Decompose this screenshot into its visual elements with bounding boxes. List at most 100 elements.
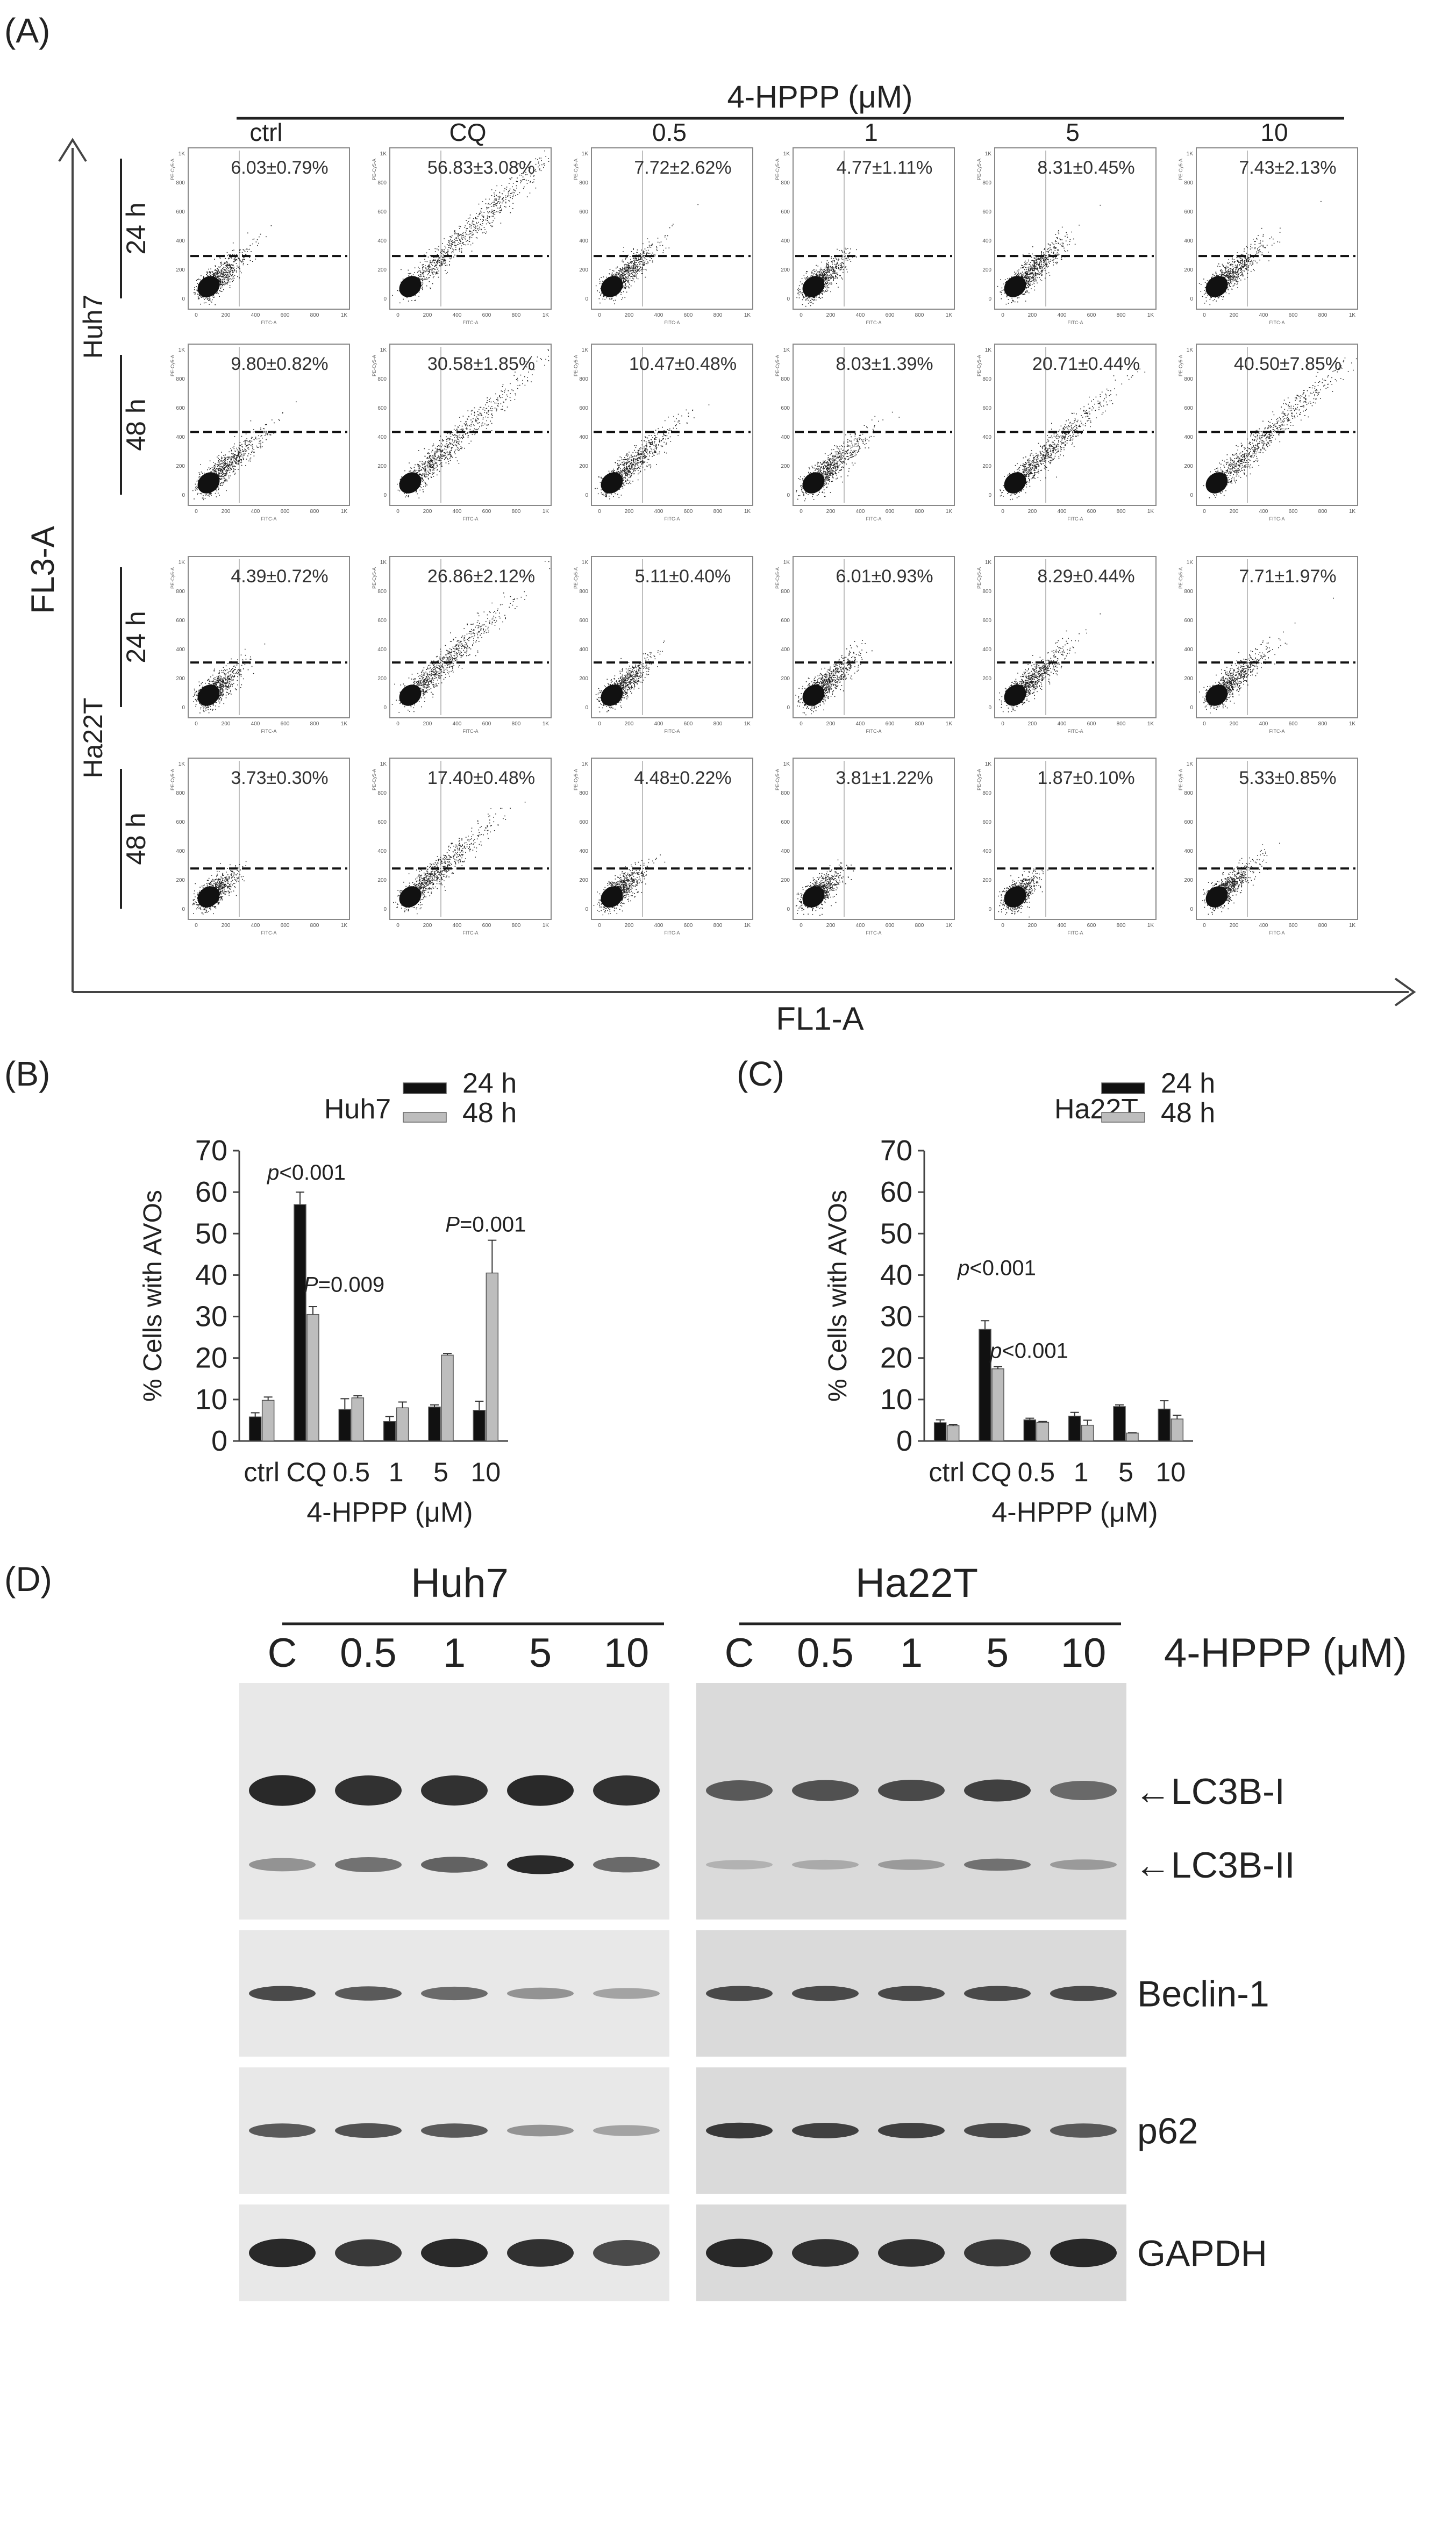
blot-lane-label: C xyxy=(268,1630,297,1676)
flow-x-tick: 0 xyxy=(396,509,399,515)
flow-plot: 0 200 400 600 800 1K 0 200 400 600 800 1K FITC-A PE-C… xyxy=(573,344,753,522)
flow-x-tick: 800 xyxy=(1117,721,1126,727)
blot-band xyxy=(421,1857,488,1873)
flow-y-label: PE-Cy5-A xyxy=(170,355,175,376)
flow-x-tick: 600 xyxy=(1289,923,1298,929)
chart-bar xyxy=(1036,1422,1050,1442)
flow-x-label: FITC-A xyxy=(261,930,277,936)
flow-x-tick: 800 xyxy=(512,509,521,515)
flow-x-tick: 400 xyxy=(654,923,663,929)
flow-percentage: 30.58±1.85% xyxy=(427,354,535,374)
annotation-value: =0.009 xyxy=(318,1273,384,1296)
flow-y-tick: 400 xyxy=(176,647,185,653)
flow-y-tick: 600 xyxy=(377,209,387,215)
flow-plot: 0 200 400 600 800 1K 0 200 400 600 800 1K FITC-A PE-C… xyxy=(170,147,350,325)
blot-label-lc3b-i: ←LC3B-I xyxy=(1134,1771,1285,1812)
flow-percentage: 6.03±0.79% xyxy=(231,158,328,178)
flow-x-tick: 600 xyxy=(482,721,491,727)
flow-y-tick: 400 xyxy=(377,434,387,440)
flow-plot: 0 200 400 600 800 1K 0 200 400 600 800 1K FITC-A PE-C… xyxy=(976,556,1157,734)
flow-x-label: FITC-A xyxy=(1068,320,1083,325)
chart-bar xyxy=(428,1406,441,1442)
flow-event-core xyxy=(1205,276,1228,297)
chart-category-label: 5 xyxy=(1118,1457,1133,1487)
flow-y-label: PE-Cy5-A xyxy=(1178,159,1183,180)
flow-y-label: PE-Cy5-A xyxy=(976,567,982,589)
flow-x-tick: 800 xyxy=(310,923,319,929)
flow-x-tick: 400 xyxy=(856,312,865,318)
flow-y-tick: 600 xyxy=(1184,405,1193,411)
flow-x-tick: 0 xyxy=(1001,509,1004,515)
blot-band xyxy=(593,1988,660,1999)
flow-events xyxy=(1199,597,1334,714)
chart-y-tick-label: 60 xyxy=(195,1176,227,1208)
chart-bar xyxy=(1023,1419,1037,1442)
flow-event-core xyxy=(197,472,220,494)
flow-y-tick: 0 xyxy=(988,907,991,912)
chart-category-label: 1 xyxy=(1074,1457,1089,1487)
chart-bar xyxy=(351,1397,365,1442)
flow-x-tick: 200 xyxy=(222,721,231,727)
blot-band xyxy=(593,1857,660,1873)
flow-x-tick: 0 xyxy=(1203,923,1206,929)
flow-percentage: 1.87±0.10% xyxy=(1037,768,1134,788)
blot-band xyxy=(249,2238,316,2267)
flow-x-tick: 400 xyxy=(856,721,865,727)
flow-x-tick: 600 xyxy=(281,509,290,515)
flow-y-label: PE-Cy5-A xyxy=(573,355,579,376)
flow-y-tick: 800 xyxy=(579,180,588,186)
flow-y-tick: 1K xyxy=(985,151,992,157)
blot-cell-line-label: Ha22T xyxy=(855,1560,978,1606)
flow-y-tick: 600 xyxy=(579,618,588,624)
flow-y-tick: 600 xyxy=(1184,209,1193,215)
flow-y-tick: 0 xyxy=(988,296,991,302)
flow-x-tick: 200 xyxy=(826,721,836,727)
huh7-avo-chart-container: 0 10 20 30 40 50 60 70 % Cells with AVOs 4-HPPP (… xyxy=(0,1054,728,1528)
blot-cell-line-label: Huh7 xyxy=(411,1560,509,1606)
blot-band xyxy=(706,2238,773,2267)
cell-line-label: Ha22T xyxy=(78,697,108,778)
flow-x-label: FITC-A xyxy=(866,320,882,325)
flow-y-tick: 200 xyxy=(781,877,790,883)
flow-y-tick: 400 xyxy=(377,848,387,854)
blot-lane-label: 0.5 xyxy=(797,1630,854,1676)
flow-y-tick: 200 xyxy=(781,463,790,469)
flow-y-tick: 200 xyxy=(176,676,185,682)
flow-x-tick: 1K xyxy=(946,509,953,515)
flow-y-tick: 400 xyxy=(1184,434,1193,440)
flow-y-tick: 200 xyxy=(579,676,588,682)
chart-y-title: % Cells with AVOs xyxy=(824,1190,852,1402)
flow-y-tick: 1K xyxy=(380,560,387,566)
flow-y-tick: 800 xyxy=(781,589,790,595)
flow-y-tick: 200 xyxy=(579,463,588,469)
legend-label: 24 h xyxy=(462,1068,517,1099)
blot-band xyxy=(507,2239,574,2267)
blot-protein-label: Beclin-1 xyxy=(1137,1974,1269,2015)
flow-x-tick: 200 xyxy=(423,923,432,929)
condition-label: CQ xyxy=(449,118,487,146)
blot-band xyxy=(964,2123,1031,2138)
blot-band xyxy=(249,1986,316,2001)
flow-x-tick: 200 xyxy=(1230,923,1239,929)
condition-label: ctrl xyxy=(249,118,282,146)
chart-category-label: 5 xyxy=(433,1457,448,1487)
chart-y-tick-label: 30 xyxy=(880,1301,912,1333)
flow-y-tick: 200 xyxy=(377,877,387,883)
flow-x-tick: 1K xyxy=(1349,721,1356,727)
flow-x-tick: 200 xyxy=(222,923,231,929)
flow-y-tick: 0 xyxy=(182,907,185,912)
flow-y-tick: 800 xyxy=(176,790,185,796)
flow-y-tick: 200 xyxy=(176,877,185,883)
flow-x-label: FITC-A xyxy=(463,930,479,936)
flow-y-tick: 200 xyxy=(781,267,790,273)
blot-protein-label: GAPDH xyxy=(1137,2233,1267,2274)
blot-band xyxy=(964,2239,1031,2267)
flow-event-core xyxy=(802,472,825,494)
flow-x-tick: 1K xyxy=(543,509,549,515)
chart-y-tick-label: 20 xyxy=(880,1342,912,1374)
blot-lane-label: 1 xyxy=(443,1630,466,1676)
flow-event-core xyxy=(601,886,623,908)
annotation-p-symbol: p xyxy=(267,1161,279,1185)
flow-y-tick: 600 xyxy=(781,819,790,825)
flow-y-label: PE-Cy5-A xyxy=(775,159,780,180)
